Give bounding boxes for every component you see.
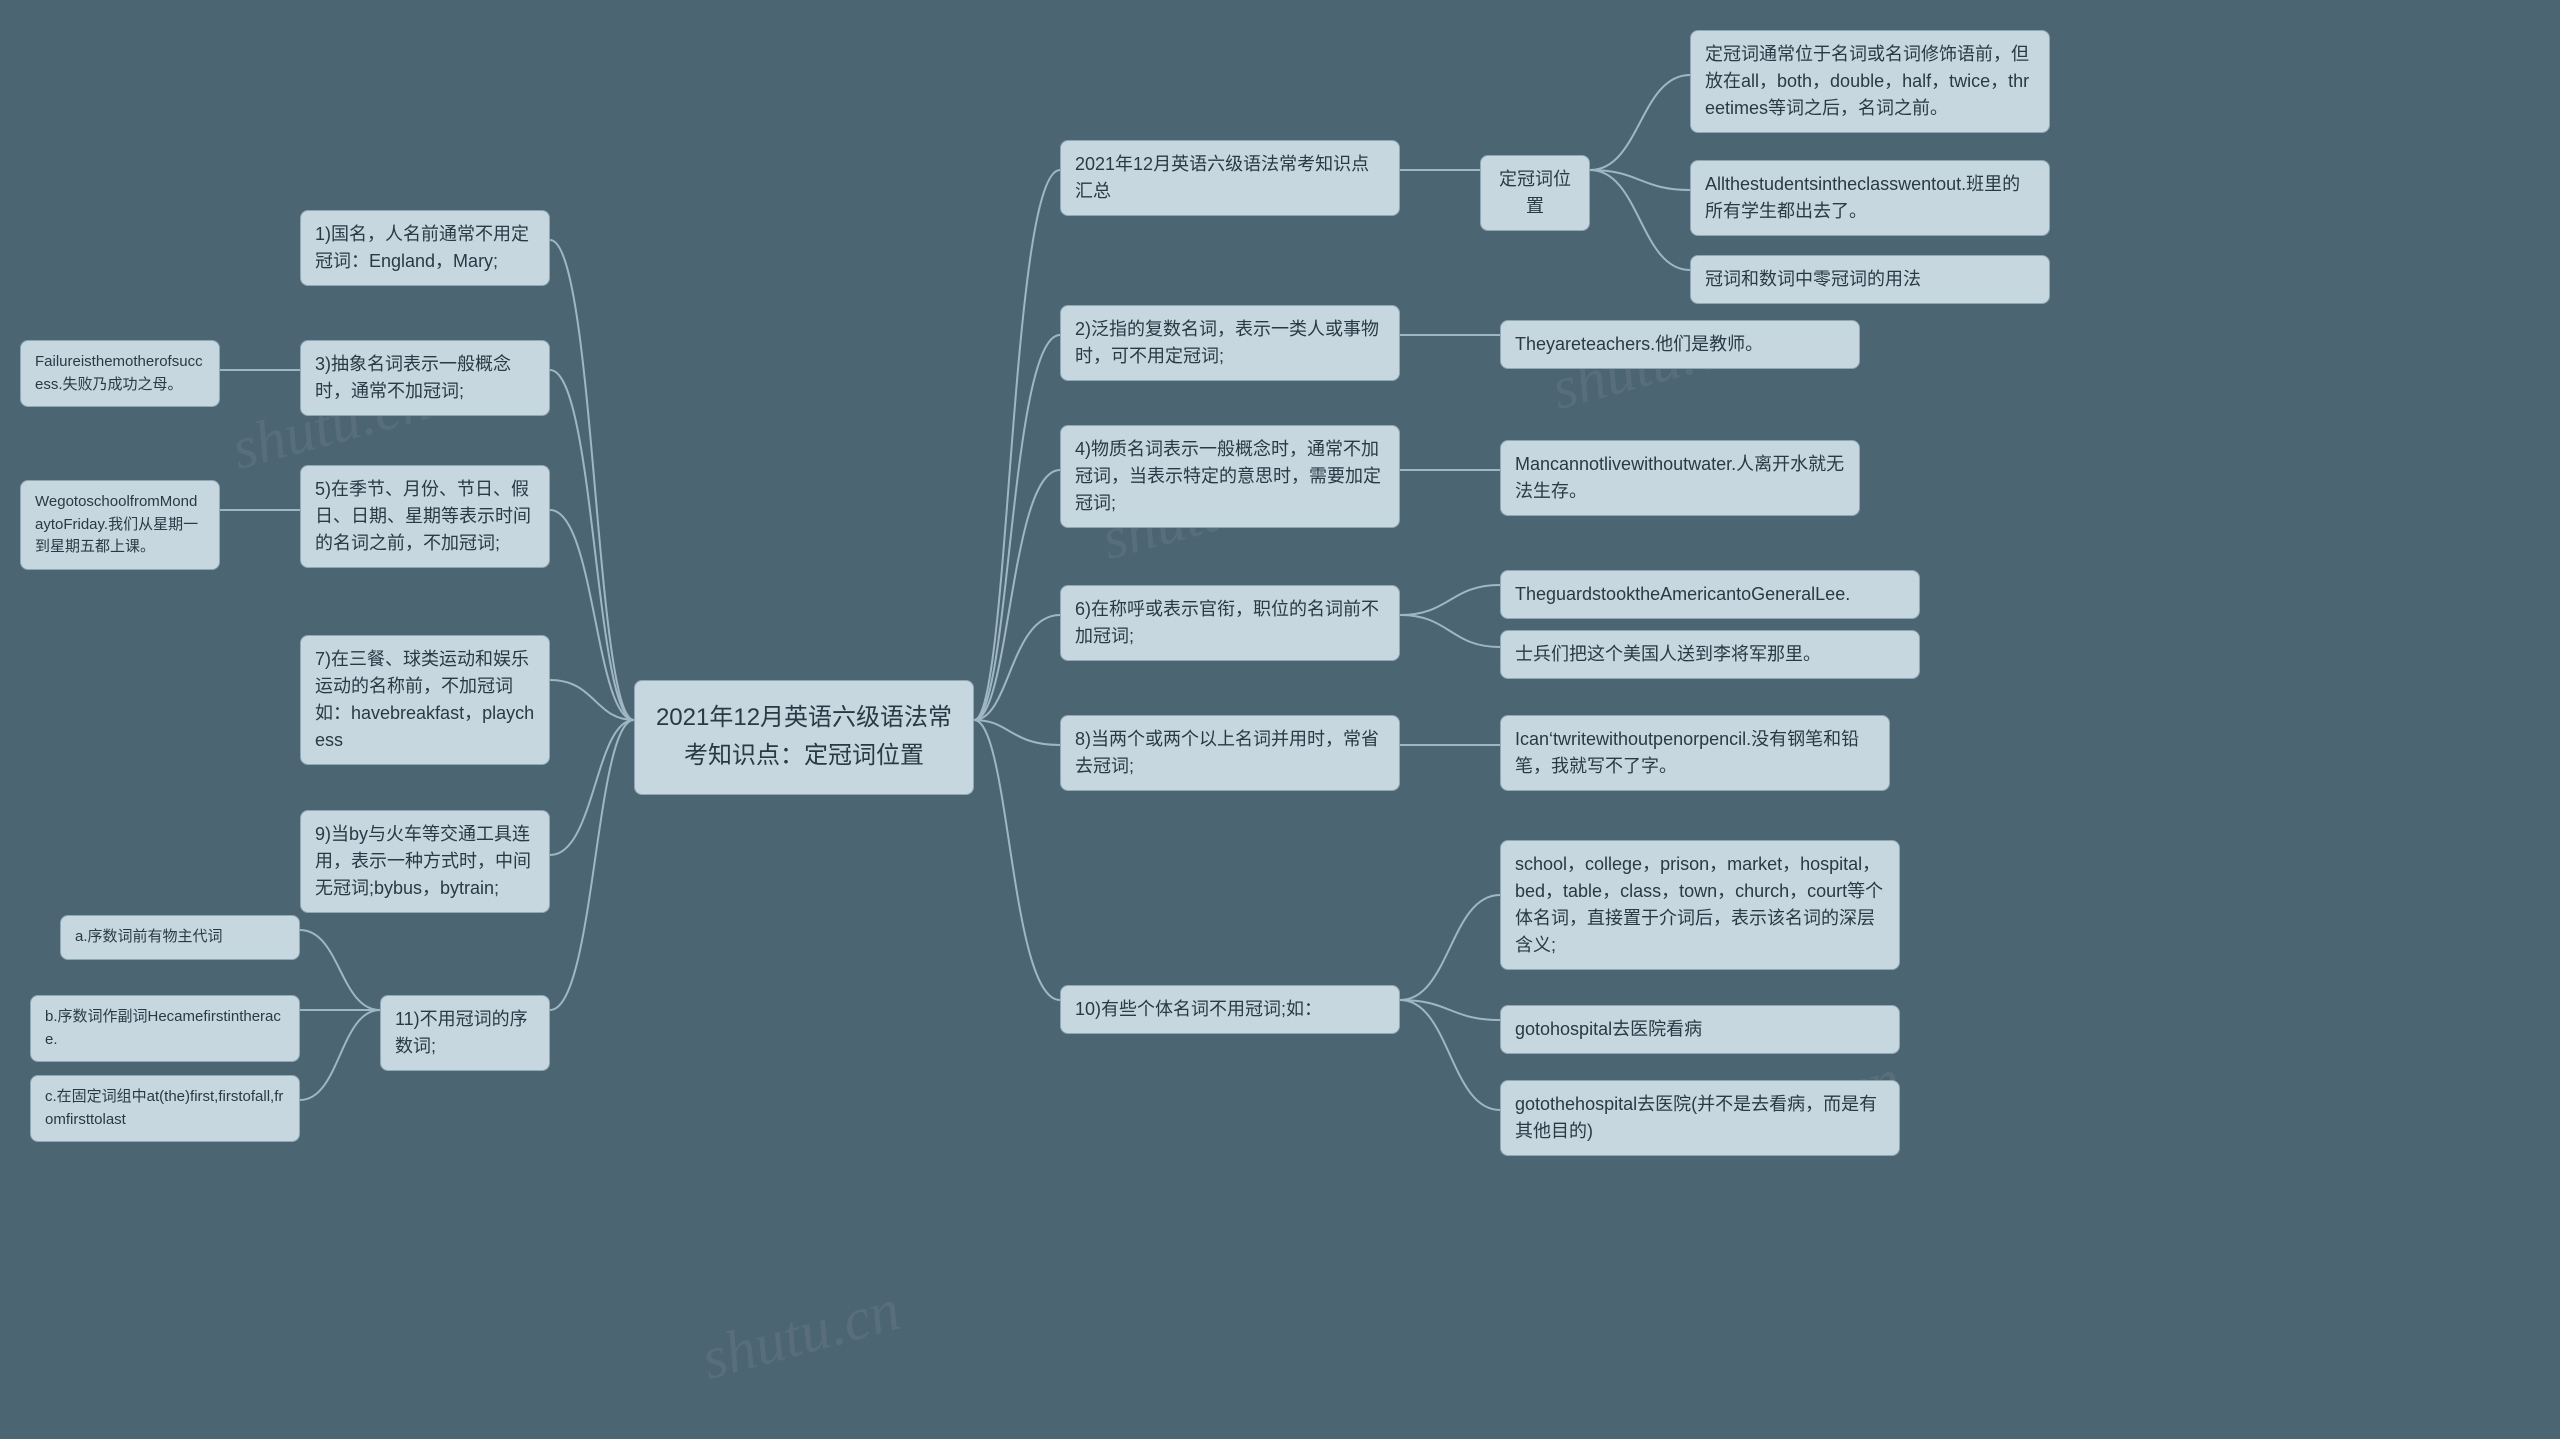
left-branch-4: 9)当by与火车等交通工具连用，表示一种方式时，中间无冠词;bybus，bytr… xyxy=(300,810,550,913)
left-branch-5: 11)不用冠词的序数词; xyxy=(380,995,550,1071)
left-branch-5-child-1: b.序数词作副词Hecamefirstintherace. xyxy=(30,995,300,1062)
right-branch-0: 2021年12月英语六级语法常考知识点汇总 xyxy=(1060,140,1400,216)
right-branch-5-child-2: gotothehospital去医院(并不是去看病，而是有其他目的) xyxy=(1500,1080,1900,1156)
left-branch-2-child-0: WegotoschoolfromMondaytoFriday.我们从星期一到星期… xyxy=(20,480,220,570)
right-branch-0-child-2: 冠词和数词中零冠词的用法 xyxy=(1690,255,2050,304)
right-branch-5-child-0: school，college，prison，market，hospital，be… xyxy=(1500,840,1900,970)
right-branch-2: 4)物质名词表示一般概念时，通常不加冠词，当表示特定的意思时，需要加定冠词; xyxy=(1060,425,1400,528)
right-branch-1-child-0: Theyareteachers.他们是教师。 xyxy=(1500,320,1860,369)
left-branch-1: 3)抽象名词表示一般概念时，通常不加冠词; xyxy=(300,340,550,416)
left-branch-1-child-0: Failureisthemotherofsuccess.失败乃成功之母。 xyxy=(20,340,220,407)
left-branch-5-child-0: a.序数词前有物主代词 xyxy=(60,915,300,960)
left-branch-5-child-2: c.在固定词组中at(the)first,firstofall,fromfirs… xyxy=(30,1075,300,1142)
left-branch-3: 7)在三餐、球类运动和娱乐运动的名称前，不加冠词如：havebreakfast，… xyxy=(300,635,550,765)
right-branch-0-sublabel: 定冠词位置 xyxy=(1480,155,1590,231)
right-branch-3: 6)在称呼或表示官衔，职位的名词前不加冠词; xyxy=(1060,585,1400,661)
right-branch-4-child-0: Ican‘twritewithoutpenorpencil.没有钢笔和铅笔，我就… xyxy=(1500,715,1890,791)
left-branch-0: 1)国名，人名前通常不用定冠词：England，Mary; xyxy=(300,210,550,286)
right-branch-3-child-0: TheguardstooktheAmericantoGeneralLee. xyxy=(1500,570,1920,619)
right-branch-2-child-0: Mancannotlivewithoutwater.人离开水就无法生存。 xyxy=(1500,440,1860,516)
right-branch-1: 2)泛指的复数名词，表示一类人或事物时，可不用定冠词; xyxy=(1060,305,1400,381)
right-branch-4: 8)当两个或两个以上名词并用时，常省去冠词; xyxy=(1060,715,1400,791)
right-branch-5: 10)有些个体名词不用冠词;如： xyxy=(1060,985,1400,1034)
right-branch-0-child-0: 定冠词通常位于名词或名词修饰语前，但放在all，both，double，half… xyxy=(1690,30,2050,133)
watermark: shutu.cn xyxy=(695,1275,908,1394)
left-branch-2: 5)在季节、月份、节日、假日、日期、星期等表示时间的名词之前，不加冠词; xyxy=(300,465,550,568)
right-branch-3-child-1: 士兵们把这个美国人送到李将军那里。 xyxy=(1500,630,1920,679)
right-branch-0-child-1: Allthestudentsintheclasswentout.班里的所有学生都… xyxy=(1690,160,2050,236)
root-node: 2021年12月英语六级语法常考知识点：定冠词位置 xyxy=(634,680,974,795)
right-branch-5-child-1: gotohospital去医院看病 xyxy=(1500,1005,1900,1054)
